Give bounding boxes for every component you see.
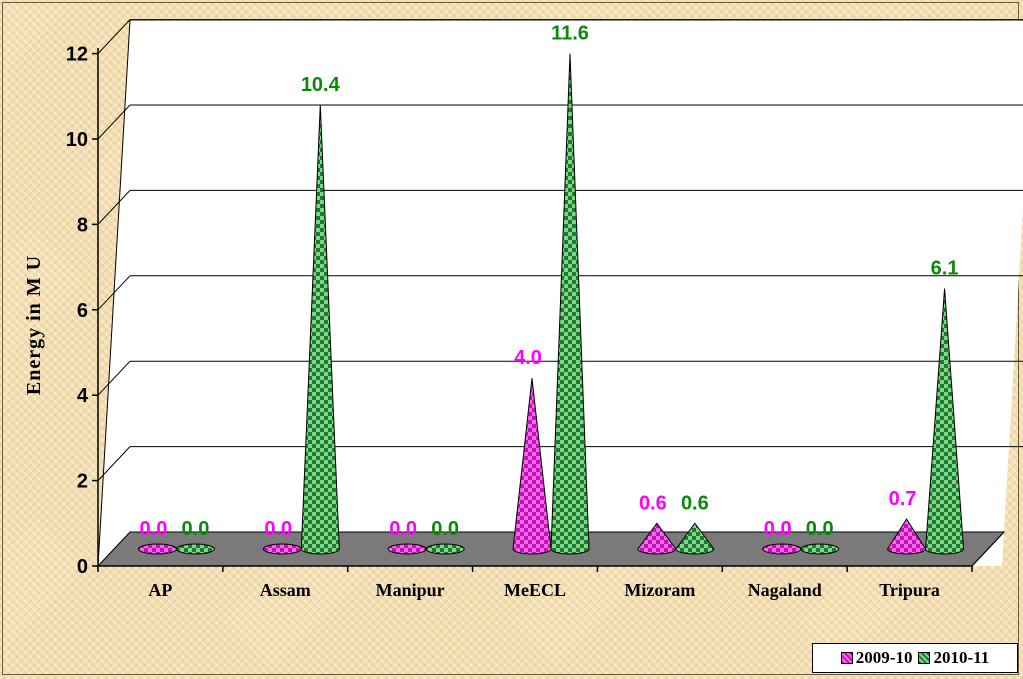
data-labels: 0.0 0.0 0.0 10.4 0.0 0.0 4.0 11.6 0.6 0.6 0.0 0.0 0.…	[140, 23, 959, 540]
y-tick-label: 8	[77, 214, 88, 236]
y-tick-label: 10	[66, 129, 88, 151]
gridline-side	[97, 275, 131, 311]
legend: 2009-10 2010-11	[812, 643, 1018, 673]
gridline-side	[97, 446, 131, 481]
gridline-side	[97, 104, 131, 140]
data-label: 4.0	[514, 347, 542, 369]
data-label: 11.6	[551, 23, 589, 45]
y-tick-label: 12	[66, 44, 88, 66]
data-label: 0.0	[806, 518, 834, 540]
axes	[97, 48, 1005, 567]
gridline-side	[97, 190, 131, 225]
cone-2010-11-Nagaland	[800, 543, 840, 555]
x-tick-label: Mizoram	[624, 580, 695, 600]
gridline-side	[97, 19, 131, 54]
data-label: 0.7	[889, 488, 917, 510]
cone-2010-11-MeECL	[550, 53, 590, 555]
cone-2009-10-Manipur	[387, 543, 427, 555]
y-axis-label: Energy in M U	[23, 255, 45, 395]
gridline-side	[97, 360, 131, 396]
cone-2010-11-Tripura	[925, 288, 965, 555]
legend-swatch-2010-11	[918, 652, 931, 664]
data-label: 0.6	[639, 492, 667, 514]
data-cones	[137, 53, 965, 555]
cone-2010-11-AP	[175, 543, 215, 555]
data-label: 0.0	[431, 518, 459, 540]
data-label: 0.0	[389, 518, 417, 540]
data-label: 10.4	[301, 74, 341, 96]
legend-swatch-2009-10	[840, 652, 853, 664]
y-tick-label: 0	[77, 556, 88, 578]
x-axis-ticks: AP Assam Manipur MeECL Mizoram Nagaland Tripur…	[97, 566, 973, 600]
x-tick-label: Nagaland	[748, 580, 822, 600]
data-label: 0.0	[140, 518, 168, 540]
cone-2010-11-Assam	[300, 104, 340, 555]
y-tick-label: 4	[77, 385, 89, 407]
legend-item-2009-10: 2009-10	[840, 648, 913, 668]
legend-label-2010-11: 2010-11	[933, 648, 990, 667]
legend-item-2010-11: 2010-11	[918, 648, 989, 668]
x-tick-label: Manipur	[376, 580, 445, 600]
x-tick-label: Assam	[260, 580, 311, 600]
y-tick-label: 6	[77, 300, 88, 322]
x-tick-label: AP	[148, 580, 172, 600]
data-label: 0.6	[681, 492, 709, 514]
y-axis-ticks: 0 2 4 6 8 10 12	[66, 44, 98, 578]
cone-2009-10-Assam	[262, 543, 302, 555]
cone-2010-11-Manipur	[425, 543, 465, 555]
y-tick-label: 2	[77, 471, 88, 493]
data-label: 0.0	[182, 518, 210, 540]
cone-2009-10-AP	[137, 543, 177, 555]
data-label: 0.0	[764, 518, 792, 540]
x-tick-label: Tripura	[879, 580, 940, 600]
legend-label-2009-10: 2009-10	[855, 648, 913, 667]
x-tick-label: MeECL	[504, 580, 566, 600]
cone-2009-10-Nagaland	[762, 543, 802, 555]
data-label: 6.1	[931, 258, 959, 280]
data-label: 0.0	[264, 518, 292, 540]
cone-2010-11-Mizoram	[675, 522, 715, 555]
